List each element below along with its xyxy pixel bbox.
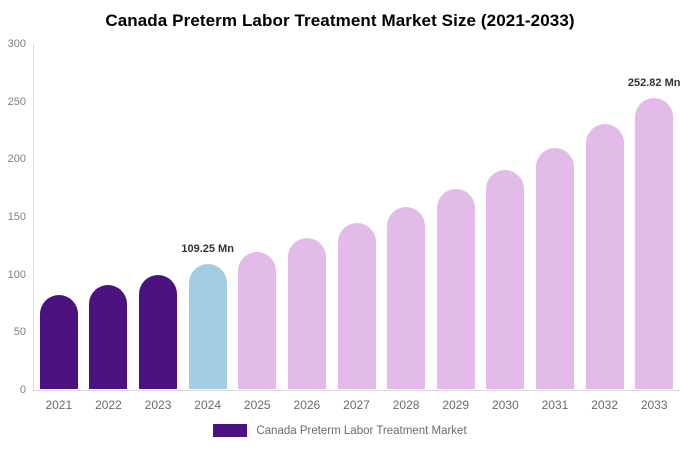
data-label-2033: 252.82 Mn [627, 77, 680, 90]
x-tick-label: 2032 [591, 398, 618, 412]
bar-2021[interactable] [39, 294, 78, 389]
bar-2033[interactable] [635, 98, 674, 389]
x-tick-label: 2033 [640, 398, 668, 412]
y-tick-label: 250 [7, 95, 26, 108]
x-tick-label: 2021 [45, 398, 73, 412]
x-tick-label: 2024 [194, 398, 221, 412]
bar-2030[interactable] [486, 169, 525, 389]
bar-2031[interactable] [535, 148, 574, 389]
legend[interactable]: Canada Preterm Labor Treatment Market [0, 424, 680, 437]
bar-2026[interactable] [287, 238, 326, 389]
x-tick-label: 2031 [541, 398, 569, 412]
x-tick-label: 2028 [392, 398, 420, 412]
bar-2029[interactable] [436, 189, 475, 389]
y-tick-label: 200 [7, 153, 26, 166]
legend-label: Canada Preterm Labor Treatment Market [256, 424, 467, 437]
y-tick-label: 100 [7, 268, 26, 281]
y-tick-label: 0 [19, 384, 26, 396]
chart-title: Canada Preterm Labor Treatment Market Si… [105, 11, 575, 30]
bar-2022[interactable] [89, 285, 128, 389]
x-tick-label: 2022 [95, 398, 122, 412]
x-tick-label: 2027 [343, 398, 370, 412]
y-tick-label: 150 [7, 211, 26, 223]
bar-2027[interactable] [337, 223, 376, 389]
legend-swatch [213, 424, 248, 437]
x-tick-label: 2026 [293, 398, 321, 412]
bar-2032[interactable] [585, 124, 624, 389]
x-tick-label: 2030 [491, 398, 519, 412]
data-label-2024: 109.25 Mn [181, 242, 234, 255]
bar-2025[interactable] [238, 251, 277, 389]
x-axis-line [33, 390, 680, 391]
x-tick-label: 2023 [144, 398, 172, 412]
y-tick-label: 300 [7, 38, 26, 50]
x-tick-label: 2025 [243, 398, 271, 412]
y-tick-label: 50 [13, 326, 26, 339]
y-axis-line [33, 44, 34, 390]
bar-2028[interactable] [387, 207, 426, 389]
x-tick-label: 2029 [442, 398, 470, 412]
bar-2023[interactable] [139, 275, 178, 389]
bar-2024[interactable] [188, 263, 227, 389]
